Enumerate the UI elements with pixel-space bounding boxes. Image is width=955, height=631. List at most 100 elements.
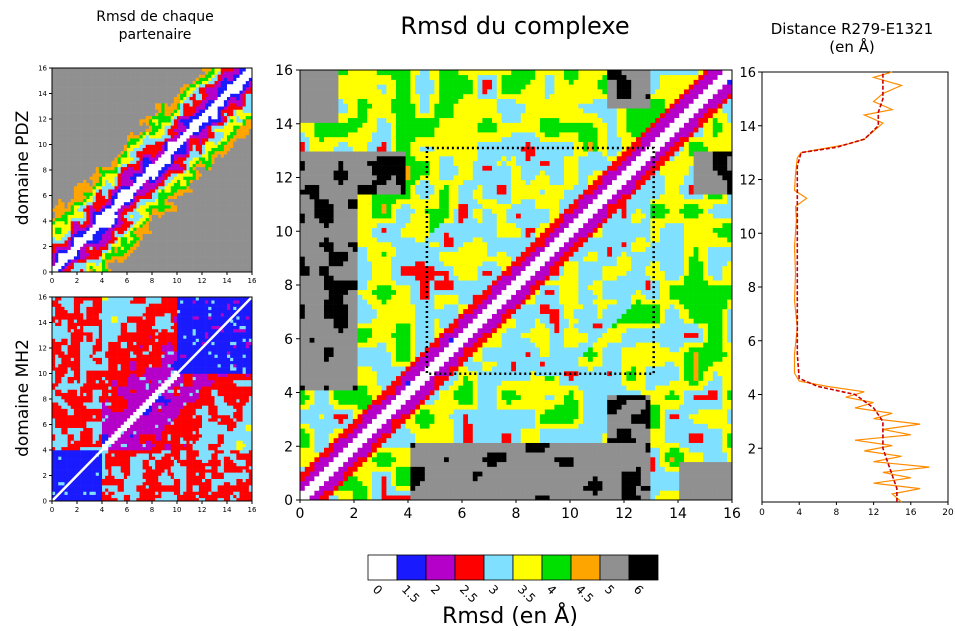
heatmap-cell	[123, 176, 128, 180]
heatmap-cell	[208, 83, 212, 88]
heatmap-cell	[89, 389, 93, 393]
heatmap-cell	[80, 68, 84, 72]
heatmap-cell	[180, 252, 184, 257]
heatmap-cell	[92, 103, 97, 107]
heatmap-cell	[242, 240, 247, 244]
heatmap-cell	[92, 268, 97, 273]
heatmap-cell	[158, 195, 162, 199]
heatmap-cell	[64, 348, 68, 352]
heatmap-cell	[55, 208, 59, 212]
heatmap-cell	[73, 408, 78, 413]
heatmap-cell	[58, 373, 62, 377]
heatmap-cell	[227, 227, 231, 231]
heatmap-cell	[233, 224, 237, 228]
heatmap-cell	[80, 230, 84, 235]
heatmap-cell	[58, 319, 62, 323]
heatmap-cell	[73, 332, 78, 336]
heatmap-cell	[108, 227, 112, 231]
heatmap-cell	[239, 201, 243, 206]
heatmap-cell	[73, 481, 78, 486]
heatmap-cell	[242, 179, 247, 184]
heatmap-cell	[92, 440, 97, 444]
heatmap-cell	[164, 138, 168, 142]
heatmap-cell	[61, 348, 65, 352]
heatmap-cell	[58, 427, 62, 432]
heatmap-cell	[120, 112, 125, 117]
heatmap-cell	[205, 96, 209, 101]
heatmap-cell	[86, 182, 90, 187]
heatmap-cell	[133, 268, 137, 273]
heatmap-cell	[80, 430, 84, 435]
heatmap-cell	[120, 221, 125, 225]
heatmap-cell	[170, 93, 175, 97]
heatmap-cell	[139, 230, 143, 235]
heatmap-cell	[95, 233, 100, 238]
heatmap-cell	[61, 157, 65, 161]
heatmap-cell	[117, 109, 122, 113]
heatmap-cell	[205, 227, 209, 231]
heatmap-cell	[192, 68, 197, 72]
heatmap-cell	[123, 227, 128, 231]
heatmap-cell	[89, 430, 93, 435]
heatmap-cell	[98, 211, 103, 215]
heatmap-cell	[58, 170, 62, 174]
heatmap-cell	[52, 341, 56, 346]
heatmap-cell	[111, 134, 115, 139]
heatmap-cell	[52, 494, 56, 499]
heatmap-cell	[173, 141, 178, 145]
heatmap-cell	[64, 344, 68, 349]
heatmap-cell	[73, 182, 78, 187]
heatmap-cell	[55, 179, 59, 184]
heatmap-cell	[177, 134, 181, 139]
heatmap-cell	[161, 268, 165, 273]
heatmap-cell	[158, 166, 162, 171]
heatmap-cell	[167, 208, 172, 212]
heatmap-cell	[205, 189, 209, 193]
heatmap-cell	[58, 109, 62, 113]
heatmap-cell	[55, 450, 59, 454]
heatmap-cell	[130, 131, 134, 136]
heatmap-cell	[236, 236, 240, 241]
heatmap-cell	[102, 208, 106, 212]
heatmap-cell	[80, 90, 84, 94]
heatmap-cell	[127, 214, 131, 219]
heatmap-cell	[89, 341, 93, 346]
heatmap-cell	[217, 182, 222, 187]
heatmap-cell	[214, 112, 218, 117]
heatmap-cell	[130, 154, 134, 158]
heatmap-cell	[145, 99, 150, 104]
heatmap-cell	[114, 154, 118, 158]
heatmap-cell	[161, 138, 165, 142]
heatmap-cell	[58, 179, 62, 184]
heatmap-cell	[205, 211, 209, 215]
heatmap-cell	[230, 205, 234, 209]
heatmap-cell	[52, 488, 56, 492]
heatmap-cell	[242, 227, 247, 231]
heatmap-cell	[242, 259, 247, 263]
x-tick-label: 10	[173, 277, 182, 285]
heatmap-cell	[77, 421, 81, 425]
heatmap-cell	[92, 170, 97, 174]
heatmap-cell	[55, 309, 59, 314]
heatmap-cell	[70, 230, 75, 235]
heatmap-cell	[120, 99, 125, 104]
heatmap-cell	[164, 205, 168, 209]
heatmap-cell	[67, 456, 72, 460]
heatmap-cell	[89, 478, 93, 483]
heatmap-cell	[208, 185, 212, 190]
heatmap-cell	[64, 103, 68, 107]
heatmap-cell	[130, 71, 134, 75]
heatmap-cell	[95, 262, 100, 266]
heatmap-cell	[130, 192, 134, 196]
heatmap-cell	[89, 192, 93, 196]
heatmap-cell	[92, 201, 97, 206]
heatmap-cell	[220, 243, 225, 247]
heatmap-cell	[58, 150, 62, 155]
heatmap-cell	[233, 71, 237, 75]
heatmap-cell	[183, 93, 187, 97]
heatmap-cell	[248, 224, 253, 228]
heatmap-cell	[89, 170, 93, 174]
heatmap-cell	[202, 128, 206, 133]
heatmap-cell	[202, 68, 206, 72]
heatmap-cell	[55, 246, 59, 250]
